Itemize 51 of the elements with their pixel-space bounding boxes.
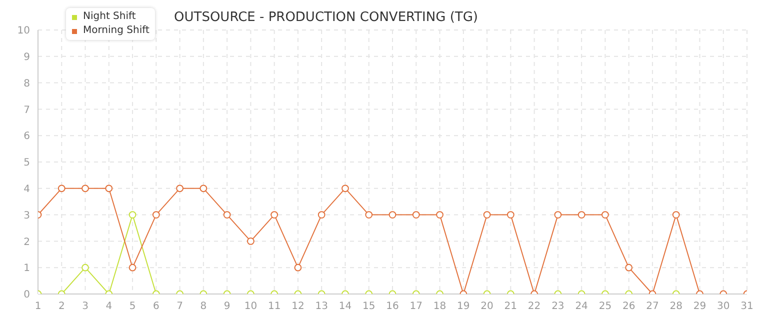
x-tick-label: 8: [200, 301, 207, 312]
x-tick-label: 5: [129, 301, 136, 312]
x-tick-label: 19: [457, 301, 470, 312]
x-tick-label: 1: [34, 301, 42, 312]
x-tick-label: 2: [58, 301, 65, 312]
y-tick-label: 10: [17, 26, 30, 37]
x-tick-label: 30: [717, 301, 730, 312]
point: [58, 184, 66, 192]
y-tick-label: 3: [24, 210, 30, 222]
x-tick-label: 23: [552, 301, 564, 312]
x-tick-label: 4: [106, 301, 112, 312]
x-tick-label: 11: [268, 301, 281, 312]
x-tick-label: 7: [176, 301, 183, 312]
point: [342, 184, 349, 192]
x-tick-label: 12: [292, 301, 304, 312]
point: [176, 184, 184, 192]
point: [200, 184, 208, 192]
x-tick-label: 17: [410, 301, 422, 312]
x-tick-label: 24: [575, 301, 588, 312]
y-tick-label: 8: [24, 78, 30, 90]
legend-label: Morning Shift: [83, 24, 150, 38]
x-tick-label: 6: [152, 301, 160, 312]
x-tick-label: 31: [740, 301, 754, 312]
y-tick-label: 9: [24, 52, 30, 63]
legend-label: Night Shift: [83, 10, 136, 24]
x-tick-label: 28: [670, 301, 682, 312]
chart-title: OUTSOURCE - PRODUCTION CONVERTING (TG): [174, 10, 478, 25]
x-tick-label: 10: [244, 301, 258, 312]
y-tick-label: 6: [24, 131, 30, 142]
x-tick-label: 29: [693, 301, 706, 312]
x-tick-label: 3: [82, 301, 88, 312]
y-tick-label: 2: [24, 236, 30, 248]
x-tick-label: 20: [480, 301, 494, 312]
point: [82, 184, 89, 192]
x-tick-label: 18: [433, 301, 446, 312]
y-tick-label: 4: [24, 184, 30, 195]
y-tick-label: 5: [24, 158, 30, 169]
y-tick-label: 0: [24, 290, 30, 301]
point: [105, 184, 113, 192]
x-tick-label: 27: [646, 301, 659, 312]
x-tick-label: 25: [598, 301, 612, 312]
x-tick-label: 9: [224, 301, 230, 312]
x-tick-label: 13: [315, 301, 328, 312]
y-tick-label: 1: [24, 263, 30, 274]
x-tick-label: 26: [622, 301, 636, 312]
y-tick-label: 7: [24, 104, 30, 116]
x-tick-label: 21: [504, 301, 518, 312]
x-tick-label: 22: [528, 301, 541, 312]
x-tick-label: 14: [338, 301, 352, 312]
x-tick-label: 16: [386, 301, 399, 312]
x-tick-label: 15: [362, 301, 376, 312]
